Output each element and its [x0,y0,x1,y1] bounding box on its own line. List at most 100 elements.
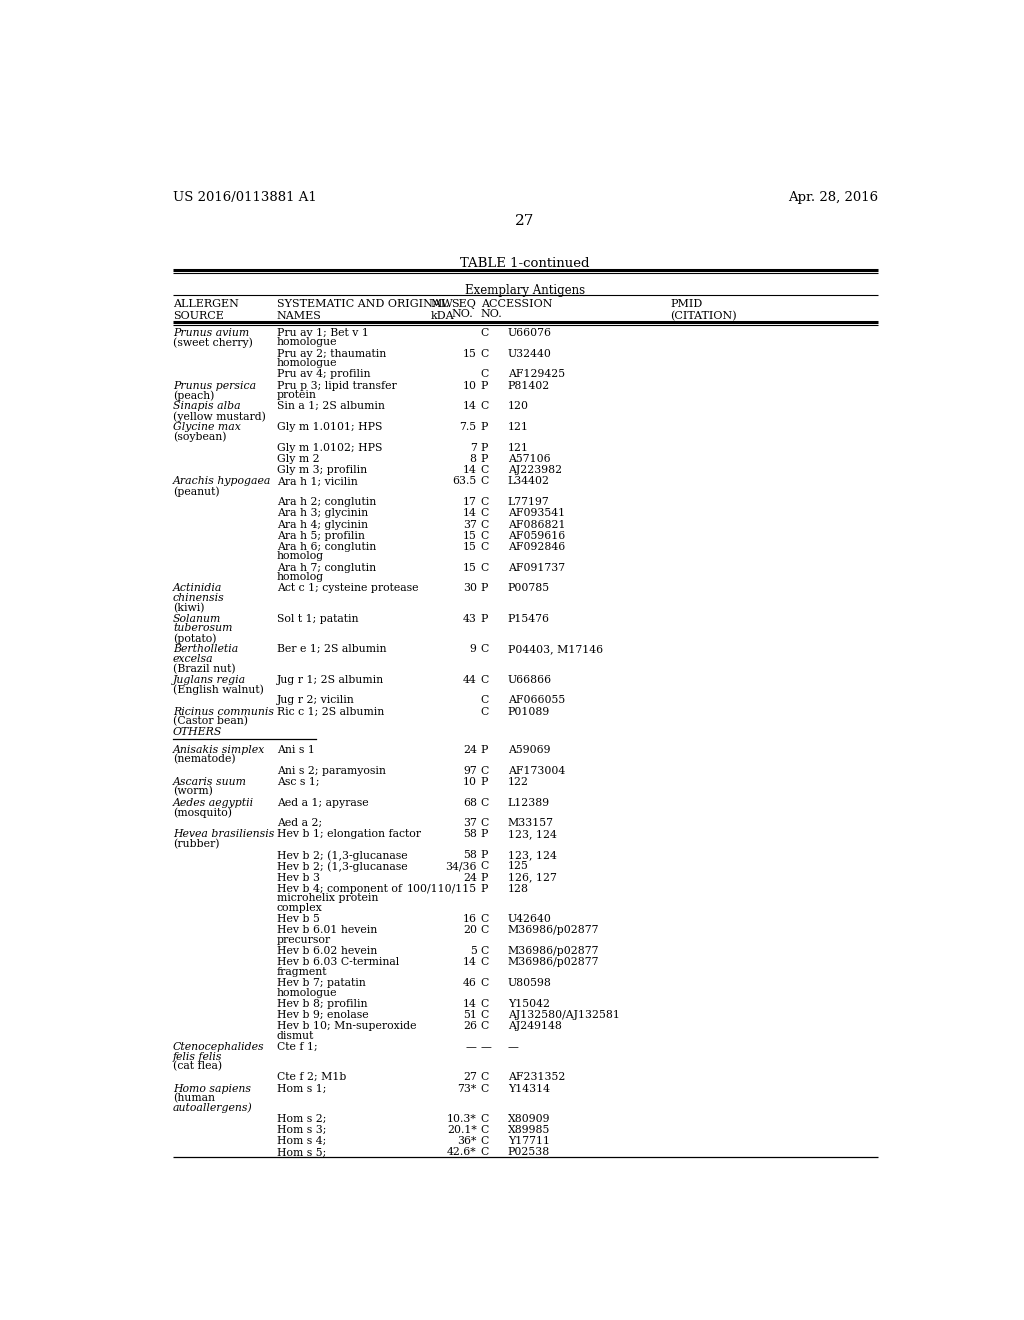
Text: PMID
(CITATION): PMID (CITATION) [671,300,737,321]
Text: 42.6*: 42.6* [447,1147,477,1158]
Text: C: C [480,477,488,486]
Text: Ctenocephalides: Ctenocephalides [173,1041,264,1052]
Text: 9: 9 [470,644,477,655]
Text: Juglans regia: Juglans regia [173,675,246,685]
Text: protein: protein [276,391,316,400]
Text: 43: 43 [463,614,477,624]
Text: Ani s 1: Ani s 1 [276,744,314,755]
Text: 30: 30 [463,583,477,594]
Text: Cte f 1;: Cte f 1; [276,1041,317,1052]
Text: Hom s 1;: Hom s 1; [276,1084,327,1093]
Text: (potato): (potato) [173,634,216,644]
Text: 8: 8 [470,454,477,465]
Text: 24: 24 [463,873,477,883]
Text: Cte f 2; M1b: Cte f 2; M1b [276,1072,346,1082]
Text: Ara h 6; conglutin: Ara h 6; conglutin [276,543,376,552]
Text: Ara h 4; glycinin: Ara h 4; glycinin [276,520,368,529]
Text: C: C [480,862,488,871]
Text: P: P [480,454,488,465]
Text: 10: 10 [463,380,477,391]
Text: Hev b 5: Hev b 5 [276,915,319,924]
Text: C: C [480,520,488,529]
Text: (rubber): (rubber) [173,840,219,849]
Text: Prunus avium: Prunus avium [173,327,249,338]
Text: Anisakis simplex: Anisakis simplex [173,744,265,755]
Text: C: C [480,1114,488,1123]
Text: C: C [480,327,488,338]
Text: Ara h 2; conglutin: Ara h 2; conglutin [276,498,376,507]
Text: U32440: U32440 [508,348,552,359]
Text: P04403, M17146: P04403, M17146 [508,644,603,655]
Text: Hom s 4;: Hom s 4; [276,1137,326,1146]
Text: Hev b 3: Hev b 3 [276,873,319,883]
Text: Gly m 1.0101; HPS: Gly m 1.0101; HPS [276,422,382,432]
Text: Pru av 1; Bet v 1: Pru av 1; Bet v 1 [276,327,369,338]
Text: 14: 14 [463,957,477,968]
Text: U66076: U66076 [508,327,552,338]
Text: Gly m 1.0102; HPS: Gly m 1.0102; HPS [276,444,382,453]
Text: homolog: homolog [276,552,324,561]
Text: TABLE 1-continued: TABLE 1-continued [460,257,590,271]
Text: C: C [480,1137,488,1146]
Text: Jug r 2; vicilin: Jug r 2; vicilin [276,696,354,705]
Text: chinensis: chinensis [173,593,224,603]
Text: MW
kDA: MW kDA [430,300,454,321]
Text: Hev b 6.03 C-terminal: Hev b 6.03 C-terminal [276,957,399,968]
Text: AJ249148: AJ249148 [508,1022,561,1031]
Text: (mosquito): (mosquito) [173,807,232,817]
Text: M36986/p02877: M36986/p02877 [508,925,599,936]
Text: U42640: U42640 [508,915,552,924]
Text: Hevea brasiliensis: Hevea brasiliensis [173,829,274,840]
Text: AF093541: AF093541 [508,508,565,519]
Text: excelsa: excelsa [173,653,214,664]
Text: 37: 37 [463,818,477,828]
Text: 27: 27 [463,1072,477,1082]
Text: Jug r 1; 2S albumin: Jug r 1; 2S albumin [276,675,384,685]
Text: C: C [480,915,488,924]
Text: AF059616: AF059616 [508,531,565,541]
Text: AF231352: AF231352 [508,1072,565,1082]
Text: Hev b 2; (1,3-glucanase: Hev b 2; (1,3-glucanase [276,850,408,861]
Text: C: C [480,348,488,359]
Text: AF092846: AF092846 [508,543,565,552]
Text: 122: 122 [508,776,528,787]
Text: 26: 26 [463,1022,477,1031]
Text: AF173004: AF173004 [508,766,565,776]
Text: A59069: A59069 [508,744,550,755]
Text: Ric c 1; 2S albumin: Ric c 1; 2S albumin [276,706,384,717]
Text: C: C [480,562,488,573]
Text: Ascaris suum: Ascaris suum [173,776,247,787]
Text: NO.: NO. [480,309,503,319]
Text: Pru av 2; thaumatin: Pru av 2; thaumatin [276,348,386,359]
Text: M36986/p02877: M36986/p02877 [508,946,599,956]
Text: 15: 15 [463,531,477,541]
Text: Bertholletia: Bertholletia [173,644,239,655]
Text: Hev b 6.01 hevein: Hev b 6.01 hevein [276,925,377,936]
Text: AF091737: AF091737 [508,562,565,573]
Text: Aedes aegyptii: Aedes aegyptii [173,797,254,808]
Text: homologue: homologue [276,358,337,368]
Text: 44: 44 [463,675,477,685]
Text: Gly m 3; profilin: Gly m 3; profilin [276,465,367,475]
Text: 126, 127: 126, 127 [508,873,557,883]
Text: C: C [480,1084,488,1093]
Text: P: P [480,583,488,594]
Text: 20: 20 [463,925,477,936]
Text: Aed a 2;: Aed a 2; [276,818,322,828]
Text: Hev b 2; (1,3-glucanase: Hev b 2; (1,3-glucanase [276,862,408,873]
Text: complex: complex [276,903,323,913]
Text: 10: 10 [463,776,477,787]
Text: M33157: M33157 [508,818,554,828]
Text: P: P [480,744,488,755]
Text: 15: 15 [463,562,477,573]
Text: C: C [480,946,488,956]
Text: (Brazil nut): (Brazil nut) [173,664,236,673]
Text: A57106: A57106 [508,454,550,465]
Text: Ara h 7; conglutin: Ara h 7; conglutin [276,562,376,573]
Text: —: — [480,1041,492,1052]
Text: Solanum: Solanum [173,614,221,624]
Text: 14: 14 [463,401,477,412]
Text: Arachis hypogaea: Arachis hypogaea [173,477,271,486]
Text: C: C [480,957,488,968]
Text: ALLERGEN
SOURCE: ALLERGEN SOURCE [173,300,239,321]
